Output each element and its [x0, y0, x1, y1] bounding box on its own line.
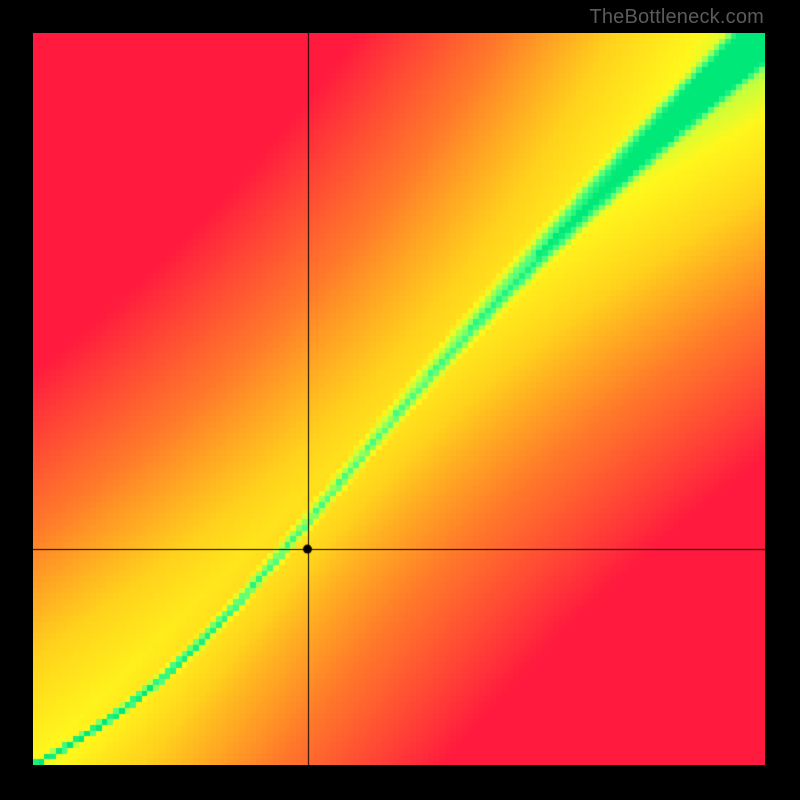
chart-container: TheBottleneck.com [0, 0, 800, 800]
watermark-text: TheBottleneck.com [589, 6, 764, 29]
bottleneck-heatmap [33, 33, 765, 765]
